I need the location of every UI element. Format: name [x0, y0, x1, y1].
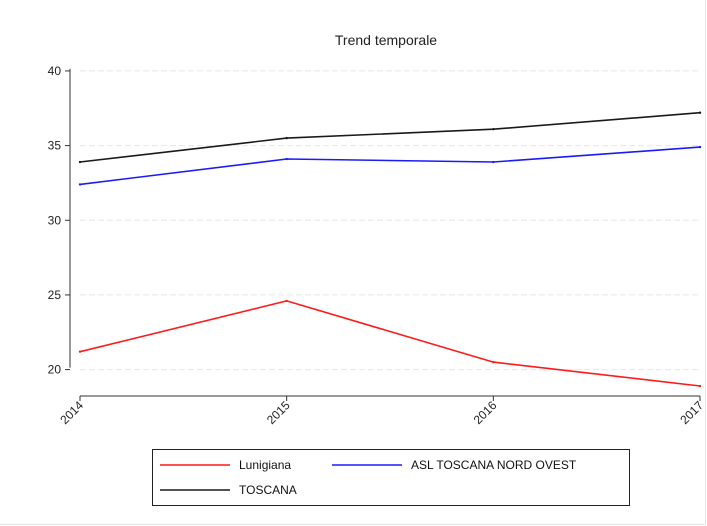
series-point-1 [492, 160, 495, 164]
grid-lines [80, 70, 700, 371]
series-point-1 [698, 145, 702, 149]
y-tick-label: 20 [48, 363, 62, 377]
series-point-0 [78, 350, 82, 353]
y-tick-label: 25 [48, 288, 62, 302]
series-line-0 [79, 300, 701, 387]
y-tick-label: 35 [48, 139, 62, 153]
series-point-1 [285, 157, 288, 161]
series-line-1 [79, 146, 701, 186]
legend-label-2: TOSCANA [239, 483, 297, 497]
series-point-0 [285, 299, 288, 303]
x-tick-label: 2016 [471, 398, 500, 427]
x-tick-label: 2017 [677, 398, 706, 427]
series-layer [78, 111, 702, 388]
x-tick-label: 2015 [264, 398, 293, 427]
legend-label-0: Lunigiana [239, 458, 291, 472]
series-point-2 [78, 160, 82, 164]
series-point-0 [698, 384, 702, 388]
legend-label-1: ASL TOSCANA NORD OVEST [411, 458, 577, 472]
series-line-2 [79, 111, 701, 163]
y-tick-label: 30 [48, 213, 62, 227]
legend: Lunigiana ASL TOSCANA NORD OVEST TOSCANA [152, 449, 630, 506]
series-point-2 [285, 136, 288, 140]
series-point-1 [78, 183, 82, 186]
x-tick-label: 2014 [57, 398, 86, 427]
axes: 20 25 30 35 40 2014 2015 2016 2017 [48, 64, 707, 427]
series-point-2 [492, 127, 495, 131]
chart-title: Trend temporale [335, 32, 437, 48]
series-point-0 [492, 360, 495, 364]
y-tick-label: 40 [48, 64, 62, 78]
legend-box [152, 449, 630, 506]
series-point-2 [698, 111, 702, 114]
